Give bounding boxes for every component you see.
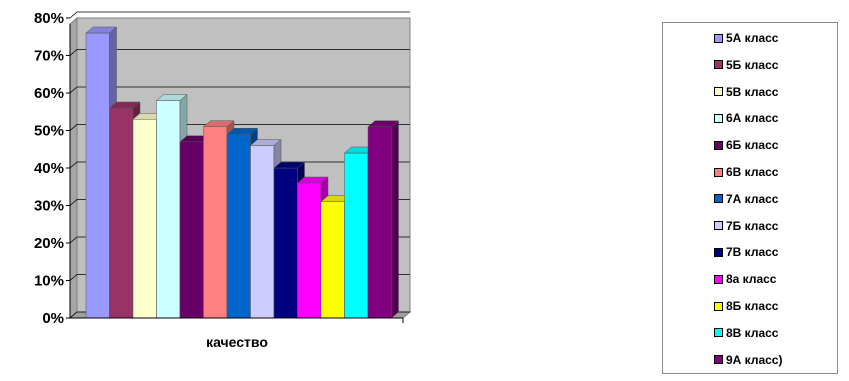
legend-label: 9А класс) [726,352,783,367]
legend-item: 6А класс [714,109,778,127]
axes [66,17,404,323]
legend-item: 8Б класс [714,297,778,315]
legend-label: 6В класс [726,165,779,179]
legend-item: 6В класс [714,163,778,181]
chart-legend: 5А класс 5Б класс 5В класс 6А класс 6Б класс… [662,22,838,374]
legend-label: 8В класс [726,325,779,340]
bar-front [85,32,110,319]
bar-front [273,167,298,319]
gridline [69,49,410,56]
legend-item: 5В класс [714,83,778,101]
legend-swatch [714,60,723,70]
legend-label: 5Б класс [726,57,779,72]
y-tick-label: 80% [34,10,64,27]
legend-label: 7А класс [726,191,779,206]
y-tick-label: 10% [34,273,64,290]
y-tick-labels: 0% 10% 20% 30% 40% 50% 60% 70% 80% [34,10,64,327]
legend-item: 8а класс [714,270,776,288]
y-tick-label: 70% [34,48,64,65]
legend-item: 5А класс [714,29,778,47]
bar-side [391,120,399,319]
legend-label: 5А класс [726,31,779,45]
legend-label: 6Б класс [726,138,779,153]
y-tick-label: 30% [34,198,64,215]
legend-item: 8В класс [714,324,778,342]
gridline [69,124,410,131]
legend-swatch [714,301,723,311]
gridline [69,11,410,19]
x-category-labels: качество [206,334,268,350]
bar-front [297,182,322,319]
bar-front [109,107,134,319]
legend-swatch [714,355,723,365]
bar-front [132,119,157,319]
bar-front [226,134,251,319]
y-tick-label: 20% [34,235,64,252]
legend-label: 8Б класс [726,299,779,313]
legend-swatch [714,140,723,150]
legend-item: 5Б класс [714,56,778,74]
legend-swatch [714,87,723,97]
y-tick-label: 50% [34,123,64,140]
legend-swatch [714,328,723,338]
legend-swatch [714,194,723,204]
bar-front [250,145,275,319]
bar-13 [367,120,400,319]
legend-label: 7В класс [726,245,779,260]
gridline [69,86,410,94]
legend-item: 9А класс) [714,351,782,369]
bar-front [203,126,228,319]
legend-swatch [714,221,723,231]
y-tick-label: 0% [42,310,64,327]
legend-swatch [714,167,723,177]
legend-swatch [714,247,723,257]
bar-front [179,141,204,319]
y-tick-label: 60% [34,85,64,102]
legend-label: 8а класс [726,272,777,287]
legend-swatch [714,274,723,284]
bar-front [320,201,345,319]
bar-front [367,126,392,319]
legend-swatch [714,33,723,43]
x-category-label: качество [206,334,268,350]
bar-front [344,152,369,319]
legend-swatch [714,113,723,123]
legend-item: 7В класс [714,243,778,261]
legend-label: 6А класс [726,111,779,126]
bar-front [156,100,181,319]
legend-item: 7Б класс [714,217,778,235]
legend-item: 6Б класс [714,136,778,154]
bars [85,26,400,319]
legend-label: 7Б класс [726,218,779,233]
plot-side-wall [69,16,78,320]
y-tick-label: 40% [34,160,64,177]
legend-label: 5В класс [726,84,779,99]
legend-item: 7А класс [714,190,778,208]
